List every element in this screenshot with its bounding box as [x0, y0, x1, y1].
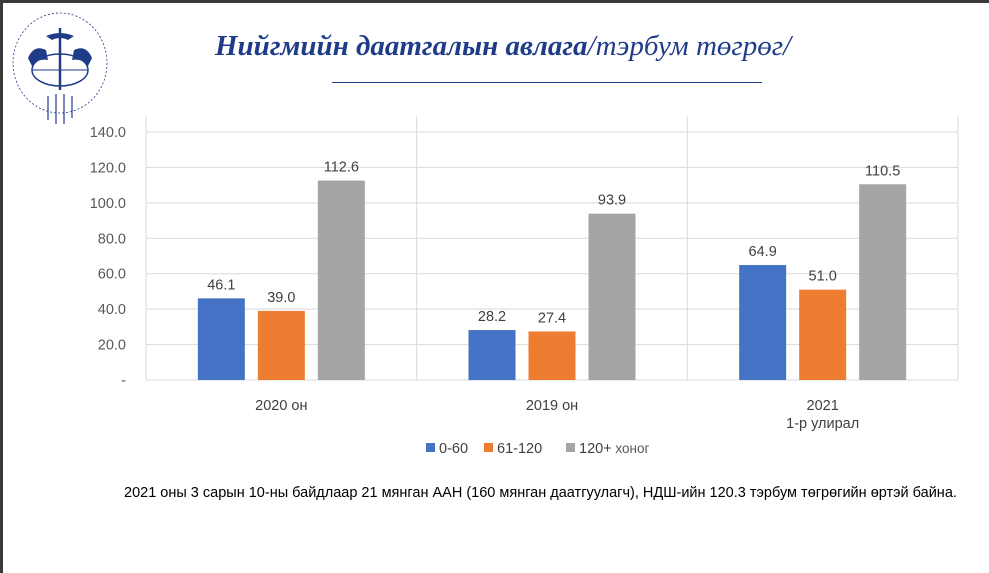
- data-label: 27.4: [538, 310, 566, 326]
- bar-61-120: [257, 310, 305, 380]
- bar-chart: - 20.0 40.0 60.0 80.0 100.0 120.0 140.0 46.1 39.0…: [90, 116, 959, 457]
- y-tick-label: -: [121, 373, 126, 389]
- y-tick-label: 40.0: [98, 302, 126, 318]
- y-tick-label: 120.0: [90, 160, 126, 176]
- legend-label: 120+ хоног: [579, 441, 649, 457]
- data-label: 46.1: [207, 277, 235, 293]
- slide-title: Нийгмийн даатгалын авлага/тэрбум төгрөг/: [215, 30, 791, 63]
- bar-120+ хоног: [859, 184, 907, 380]
- chamber-logo: [12, 12, 108, 124]
- y-tick-label: 60.0: [98, 267, 126, 283]
- bar-120+ хоног: [588, 213, 636, 380]
- data-label: 39.0: [267, 290, 295, 306]
- data-label: 112.6: [324, 160, 359, 176]
- bar-120+ хоног: [317, 180, 365, 380]
- footnote: 2021 оны 3 сарын 10-ны байдлаар 21 мянга…: [124, 485, 957, 501]
- y-tick-label: 80.0: [98, 231, 126, 247]
- data-label: 110.5: [865, 163, 900, 179]
- bar-0-60: [739, 265, 787, 380]
- data-label: 64.9: [749, 244, 777, 260]
- y-tick-label: 140.0: [90, 125, 126, 141]
- x-tick-label: 2019 он: [526, 398, 578, 414]
- title-main: Нийгмийн даатгалын авлага: [215, 30, 588, 62]
- title-unit: /тэрбум төгрөг/: [587, 30, 792, 62]
- x-tick-label: 2021: [807, 398, 839, 414]
- y-tick-label: 100.0: [90, 196, 126, 212]
- data-label: 93.9: [598, 193, 626, 209]
- legend-swatch: [484, 443, 493, 452]
- legend-swatch: [566, 443, 575, 452]
- y-tick-label: 20.0: [98, 338, 126, 354]
- title-underline: [332, 82, 762, 83]
- x-tick-label: 1-р улирал: [786, 416, 859, 432]
- bar-0-60: [197, 298, 245, 380]
- data-label: 28.2: [478, 309, 506, 325]
- bar-0-60: [468, 330, 516, 380]
- x-tick-label: 2020 он: [255, 398, 307, 414]
- bar-61-120: [528, 331, 576, 380]
- slide: [3, 3, 989, 573]
- legend-label: 61-120: [497, 441, 542, 457]
- bar-61-120: [799, 289, 847, 380]
- legend-swatch: [426, 443, 435, 452]
- legend-label: 0-60: [439, 441, 468, 457]
- data-label: 51.0: [809, 269, 837, 285]
